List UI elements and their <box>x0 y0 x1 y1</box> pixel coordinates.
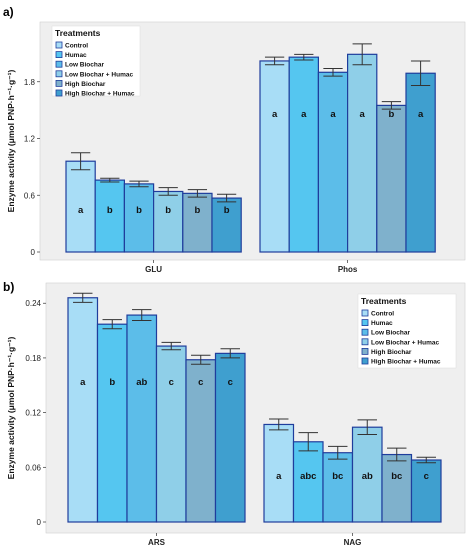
panel2-significance-letter: a <box>276 471 282 482</box>
panel1-legend-swatch <box>55 89 63 97</box>
panel2-bar <box>322 452 354 523</box>
panel2-bar <box>126 314 158 523</box>
panel2-legend-swatch <box>361 319 369 327</box>
panel2-ytick-label: 0.06 <box>25 463 41 472</box>
panel2-legend-swatch <box>361 357 369 365</box>
panel1-legend-swatch <box>55 41 63 49</box>
panel1-legend-item: Control <box>65 43 88 50</box>
panel2-significance-letter: ab <box>362 471 373 482</box>
panel1-bar <box>405 72 436 253</box>
panel1-legend-item: Low Biochar + Humac <box>65 71 133 78</box>
panel2-legend-swatch <box>361 309 369 317</box>
panel1-significance-letter: b <box>165 205 171 216</box>
panel2-ytick-label: 0.24 <box>25 299 41 308</box>
panel1-legend-swatch <box>55 70 63 78</box>
panel2-significance-letter: c <box>228 377 233 388</box>
panel2-significance-letter: bc <box>332 471 343 482</box>
panel1-significance-letter: b <box>136 205 142 216</box>
panel2-bar <box>410 459 442 523</box>
panel2-ytick-label: 0 <box>37 518 42 527</box>
panel2-legend-item: Control <box>371 311 394 318</box>
panel2-label: b) <box>3 280 14 294</box>
panel1-significance-letter: a <box>272 109 278 120</box>
panel2-significance-letter: c <box>424 471 429 482</box>
panel2-significance-letter: c <box>169 377 174 388</box>
panel2-bar <box>351 426 383 523</box>
panel1-bar <box>211 197 242 253</box>
panel1-ytick-label: 1.8 <box>24 78 36 87</box>
panel2-ytick-label: 0.12 <box>25 409 41 418</box>
panel1-significance-letter: b <box>107 205 113 216</box>
panel2-legend-swatch <box>361 328 369 336</box>
panel1-legend-item: Humac <box>65 52 87 59</box>
panel2-legend-item: Low Biochar + Humac <box>371 339 439 346</box>
panel1-legend-swatch <box>55 51 63 58</box>
panel1-legend-box <box>51 25 141 97</box>
panel2-significance-letter: bc <box>391 471 402 482</box>
panel1-bar <box>376 104 407 253</box>
panel2-bar <box>155 345 187 523</box>
panel2-category-label: ARS <box>148 538 166 547</box>
panel1-bar <box>347 53 378 253</box>
panel1-legend-item: High Biochar + Humac <box>65 91 135 98</box>
panel2-significance-letter: c <box>198 377 203 388</box>
panel1-significance-letter: b <box>224 205 230 216</box>
panel1-ytick-label: 1.2 <box>24 135 36 144</box>
panel1-bar <box>65 160 96 253</box>
panel1-significance-letter: b <box>388 109 394 120</box>
panel1-bar <box>94 179 125 253</box>
panel1-significance-letter: a <box>301 109 307 120</box>
panel1-ytick-label: 0 <box>31 248 36 257</box>
panel2-bar <box>263 423 295 523</box>
panel1-legend-swatch <box>55 60 63 68</box>
panel1-bar <box>259 60 290 253</box>
panel1-legend-swatch <box>55 80 63 87</box>
panel1-significance-letter: b <box>194 205 200 216</box>
panel2-bar <box>292 441 324 523</box>
panel1-bar <box>288 56 320 253</box>
panel1-bar <box>182 192 213 253</box>
panel1-y-axis-label: Enzyme activity (μmol PNP·h⁻¹·g⁻¹) <box>6 70 16 213</box>
panel2-significance-letter: a <box>80 377 86 388</box>
panel2-legend-item: Humac <box>371 320 393 327</box>
panel2-legend-box <box>357 293 457 369</box>
panel2-legend-item: High Biochar <box>371 349 412 356</box>
panel2-legend-title: Treatments <box>361 296 407 306</box>
panel1-category-label: Phos <box>338 265 358 274</box>
panel2-bar <box>381 453 413 523</box>
panel2-legend-item: Low Biochar <box>371 330 410 337</box>
panel1-ytick-label: 0.6 <box>24 191 36 200</box>
panel1-bar <box>153 190 184 253</box>
panel2-ytick-label: 0.18 <box>25 354 41 363</box>
panel2-significance-letter: ab <box>136 377 147 388</box>
panel1-category-label: GLU <box>145 265 162 274</box>
panel2-y-axis-label: Enzyme activity (μmol PNP·h⁻¹·g⁻¹) <box>6 337 16 480</box>
panel1-legend-item: High Biochar <box>65 81 106 88</box>
panel2-significance-letter: b <box>109 377 115 388</box>
panel1-significance-letter: a <box>330 109 336 120</box>
panel2-legend-item: High Biochar + Humac <box>371 359 441 366</box>
panel2-legend-swatch <box>361 347 369 355</box>
panel1-significance-letter: a <box>360 109 366 120</box>
panel2-bar <box>96 323 128 523</box>
panel1-significance-letter: a <box>78 205 84 216</box>
panel1-legend-item: Low Biochar <box>65 62 104 69</box>
panel2-category-label: NAG <box>344 538 362 547</box>
panel2-bar <box>67 297 99 523</box>
panel1-bar <box>317 71 349 253</box>
panel1-label: a) <box>3 5 14 19</box>
panel1-significance-letter: a <box>418 109 424 120</box>
panel1-bar <box>123 183 155 253</box>
panel2-legend-swatch <box>361 338 369 346</box>
panel1-legend-title: Treatments <box>55 28 101 38</box>
panel2-significance-letter: abc <box>300 471 316 482</box>
